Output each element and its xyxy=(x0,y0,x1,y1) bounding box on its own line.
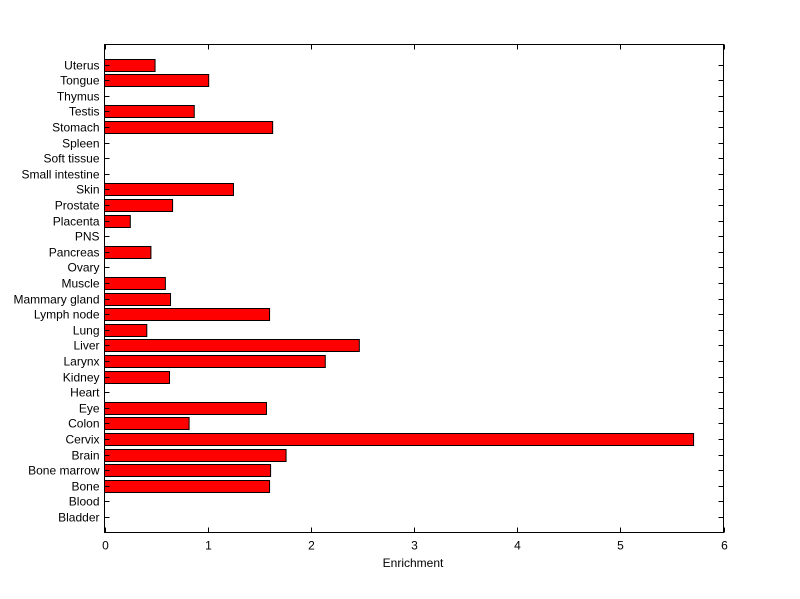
y-tick-label-lung: Lung xyxy=(73,324,100,338)
bar-lymph-node xyxy=(104,308,271,321)
x-tick-label-5: 5 xyxy=(617,539,624,553)
bar-bone-marrow xyxy=(104,464,272,477)
x-tick-label-0: 0 xyxy=(102,539,109,553)
bar-bone xyxy=(104,480,271,493)
y-tick-label-uterus: Uterus xyxy=(64,59,99,73)
y-tick-label-prostate: Prostate xyxy=(55,199,100,213)
y-tick-label-eye: Eye xyxy=(79,402,100,416)
bar-lung xyxy=(104,324,148,337)
y-tick-label-skin: Skin xyxy=(76,183,99,197)
bar-cervix xyxy=(104,433,695,446)
bar-pancreas xyxy=(104,246,152,259)
y-tick-label-muscle: Muscle xyxy=(61,277,99,291)
y-tick-label-brain: Brain xyxy=(71,449,99,463)
y-tick-label-liver: Liver xyxy=(73,339,99,353)
bar-muscle xyxy=(104,277,166,290)
y-tick-label-small-intestine: Small intestine xyxy=(21,168,99,182)
y-tick-label-kidney: Kidney xyxy=(63,371,100,385)
y-tick-label-spleen: Spleen xyxy=(62,137,99,151)
bar-testis xyxy=(104,105,195,118)
y-tick-label-ovary: Ovary xyxy=(67,261,99,275)
bar-kidney xyxy=(104,371,170,384)
y-tick-label-tongue: Tongue xyxy=(60,74,100,88)
y-tick-label-bladder: Bladder xyxy=(58,511,99,525)
y-tick-label-blood: Blood xyxy=(69,495,100,509)
bar-prostate xyxy=(104,199,174,212)
y-tick-label-colon: Colon xyxy=(68,417,99,431)
y-tick-label-thymus: Thymus xyxy=(57,90,100,104)
y-tick-label-mammary-gland: Mammary gland xyxy=(13,293,99,307)
bar-liver xyxy=(104,339,360,352)
y-tick-label-placenta: Placenta xyxy=(53,215,100,229)
bar-tongue xyxy=(104,74,210,87)
y-tick-label-pancreas: Pancreas xyxy=(49,246,100,260)
bar-brain xyxy=(104,449,287,462)
x-tick-label-4: 4 xyxy=(514,539,521,553)
y-tick-label-pns: PNS xyxy=(75,230,100,244)
bar-larynx xyxy=(104,355,326,368)
y-tick-label-stomach: Stomach xyxy=(52,121,99,135)
x-tick-label-6: 6 xyxy=(721,539,728,553)
bar-colon xyxy=(104,417,190,430)
x-ticks-group: 0 1 2 3 4 5 6 xyxy=(102,44,728,553)
y-tick-label-lymph-node: Lymph node xyxy=(34,308,100,322)
y-tick-label-bone: Bone xyxy=(71,480,99,494)
bars-group xyxy=(104,59,695,493)
x-axis-label: Enrichment xyxy=(383,556,444,570)
y-tick-label-heart: Heart xyxy=(70,386,100,400)
y-tick-label-soft-tissue: Soft tissue xyxy=(43,152,99,166)
x-tick-label-3: 3 xyxy=(411,539,418,553)
bar-skin xyxy=(104,183,234,196)
y-tick-label-testis: Testis xyxy=(69,105,100,119)
x-tick-label-2: 2 xyxy=(308,539,315,553)
y-tick-label-bone-marrow: Bone marrow xyxy=(28,464,100,478)
bar-eye xyxy=(104,402,267,415)
x-tick-label-1: 1 xyxy=(205,539,212,553)
y-tick-label-larynx: Larynx xyxy=(63,355,99,369)
bar-uterus xyxy=(104,59,156,72)
y-tick-label-cervix: Cervix xyxy=(65,433,99,447)
bar-stomach xyxy=(104,121,274,134)
bar-mammary-gland xyxy=(104,293,172,306)
